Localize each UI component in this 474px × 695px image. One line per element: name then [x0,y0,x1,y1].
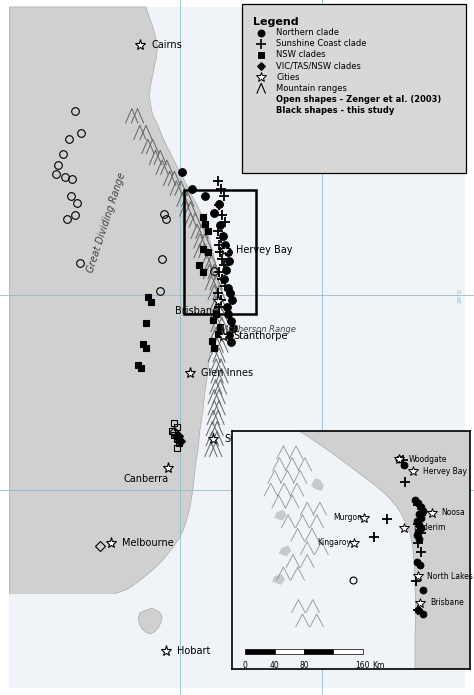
Text: Glen Innes: Glen Innes [201,368,253,377]
Text: Cairns: Cairns [152,40,182,50]
Text: Noosa: Noosa [442,509,465,517]
Text: McPherson Range: McPherson Range [221,325,296,334]
Text: Great Dividing Range: Great Dividing Range [86,171,128,274]
Polygon shape [9,7,219,688]
Text: Hobart: Hobart [177,646,210,656]
Text: Melbourne: Melbourne [122,539,174,548]
Text: Hervey Bay: Hervey Bay [236,245,292,255]
Text: Km: Km [373,660,385,669]
Text: VIC/TAS/NSW clades: VIC/TAS/NSW clades [276,62,361,70]
Polygon shape [272,574,285,585]
FancyBboxPatch shape [242,4,466,173]
Text: Murgon: Murgon [333,513,362,522]
Text: Open shapes - Zenger et al. (2003): Open shapes - Zenger et al. (2003) [276,95,442,104]
Polygon shape [311,478,324,491]
Text: 32°S: 32°S [457,482,462,498]
Text: Hervey Bay: Hervey Bay [423,467,466,476]
Polygon shape [279,546,291,557]
Text: 160: 160 [356,660,370,669]
Text: Legend: Legend [253,17,298,26]
Text: Northern clade: Northern clade [276,28,339,37]
Text: Woodgate: Woodgate [408,455,447,464]
Text: 40: 40 [270,660,280,669]
Text: NSW clades: NSW clades [276,51,326,59]
Text: North Lakes: North Lakes [428,572,473,581]
Text: Stanthorpe: Stanthorpe [234,332,288,341]
Text: Sunshine Coast clade: Sunshine Coast clade [276,40,367,48]
Text: 80: 80 [299,660,309,669]
Text: Mountain ranges: Mountain ranges [276,84,347,92]
Text: Buderim: Buderim [413,523,446,532]
Polygon shape [138,608,162,634]
Text: Canberra: Canberra [123,474,168,484]
Text: Kingaroy: Kingaroy [317,538,351,547]
Text: Brisbane: Brisbane [430,598,464,607]
Text: 0: 0 [243,660,248,669]
Polygon shape [232,431,470,669]
Text: Black shapes - this study: Black shapes - this study [276,106,395,115]
Text: Brisbane: Brisbane [175,306,218,316]
Text: Sydney: Sydney [224,434,260,444]
Bar [9,594,465,688]
Text: 28°S: 28°S [457,288,462,303]
Polygon shape [274,510,286,521]
Text: Cities: Cities [276,73,300,81]
Bar [184,190,256,314]
